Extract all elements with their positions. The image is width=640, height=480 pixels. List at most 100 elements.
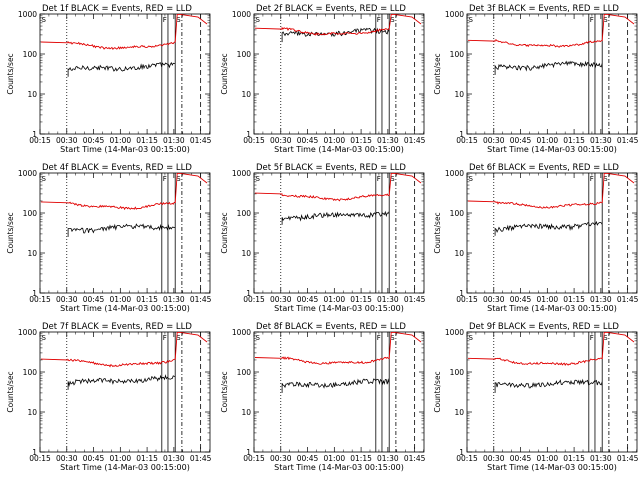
y-tick-label: 100 xyxy=(450,50,465,59)
x-tick-label: 00:45 xyxy=(297,136,319,145)
x-tick-label: 01:00 xyxy=(324,136,346,145)
x-tick-label: 00:15 xyxy=(456,136,478,145)
y-tick-label: 1 xyxy=(459,289,464,298)
x-axis-label: Start Time (14-Mar-03 00:15:00) xyxy=(274,304,404,313)
marker-label-e: S xyxy=(603,16,608,24)
y-axis-label: Counts/sec xyxy=(220,53,229,94)
lld-series-line xyxy=(467,172,635,209)
y-tick-label: 10 xyxy=(454,408,464,417)
lld-series-line xyxy=(467,331,635,366)
panel-det-8: Det 8f BLACK = Events, RED = LLD 1 10 100 10… xyxy=(220,322,426,472)
plot-frame xyxy=(39,13,211,135)
x-axis-label: Start Time (14-Mar-03 00:15:00) xyxy=(60,145,190,154)
x-tick-label: 01:30 xyxy=(377,454,399,463)
marker-label-f: F xyxy=(377,16,381,24)
y-tick-label: 100 xyxy=(450,209,465,218)
x-tick-label: 00:30 xyxy=(483,295,505,304)
marker-label-f: F xyxy=(163,16,167,24)
marker-label-e: S xyxy=(603,334,608,342)
x-tick-label: 01:45 xyxy=(190,136,212,145)
x-tick-label: 01:15 xyxy=(350,454,372,463)
x-axis-label: Start Time (14-Mar-03 00:15:00) xyxy=(60,463,190,472)
x-tick-label: 01:15 xyxy=(136,295,158,304)
x-tick-label: 00:45 xyxy=(510,136,532,145)
y-axis-label: Counts/sec xyxy=(220,371,229,412)
plot-frame xyxy=(253,172,425,294)
lld-series-line xyxy=(254,13,422,36)
y-tick-label: 1000 xyxy=(18,169,37,178)
y-axis-label: Counts/sec xyxy=(6,212,15,253)
y-tick-label: 10 xyxy=(241,249,251,258)
x-tick-label: 01:15 xyxy=(136,454,158,463)
y-tick-label: 100 xyxy=(450,368,465,377)
x-tick-label: 01:15 xyxy=(350,136,372,145)
y-tick-label: 1 xyxy=(32,448,37,457)
events-series-line xyxy=(281,210,390,225)
x-tick-label: 01:00 xyxy=(324,295,346,304)
events-series-line xyxy=(67,374,176,390)
x-tick-label: 00:15 xyxy=(29,295,51,304)
plot-frame xyxy=(39,172,211,294)
x-tick-label: 01:45 xyxy=(190,454,212,463)
marker-label-f: F xyxy=(163,175,167,183)
x-tick-label: 01:15 xyxy=(563,136,585,145)
x-tick-label: 00:30 xyxy=(270,295,292,304)
x-tick-label: 00:45 xyxy=(297,454,319,463)
x-tick-label: 01:45 xyxy=(617,295,639,304)
x-tick-label: 00:30 xyxy=(483,136,505,145)
x-tick-label: 00:30 xyxy=(270,454,292,463)
y-tick-label: 10 xyxy=(454,249,464,258)
x-tick-label: 01:15 xyxy=(563,295,585,304)
marker-label-s: S xyxy=(256,175,261,183)
panel-det-9: Det 9f BLACK = Events, RED = LLD 1 10 100 10… xyxy=(433,322,639,472)
x-tick-label: 00:45 xyxy=(83,136,105,145)
panel-title: Det 5f BLACK = Events, RED = LLD xyxy=(256,163,406,173)
y-tick-label: 10 xyxy=(27,249,37,258)
y-tick-label: 10 xyxy=(241,408,251,417)
x-tick-label: 01:00 xyxy=(537,295,559,304)
x-axis-label: Start Time (14-Mar-03 00:15:00) xyxy=(274,463,404,472)
events-series-line xyxy=(494,378,603,393)
x-tick-label: 00:30 xyxy=(56,454,78,463)
marker-label-e: S xyxy=(390,334,395,342)
x-tick-label: 00:45 xyxy=(510,454,532,463)
x-axis-label: Start Time (14-Mar-03 00:15:00) xyxy=(487,145,617,154)
x-tick-label: 01:15 xyxy=(136,136,158,145)
plot-frame xyxy=(253,13,425,135)
y-tick-label: 1000 xyxy=(445,10,464,19)
plot-frame xyxy=(466,13,638,135)
panel-det-7: Det 7f BLACK = Events, RED = LLD 1 10 100 10… xyxy=(6,322,212,472)
panel-det-6: Det 6f BLACK = Events, RED = LLD 1 10 100 10… xyxy=(433,163,639,313)
x-axis-label: Start Time (14-Mar-03 00:15:00) xyxy=(274,145,404,154)
events-series-line xyxy=(281,378,390,393)
y-axis-label: Counts/sec xyxy=(433,212,442,253)
panel-det-1: Det 1f BLACK = Events, RED = LLD 1 10 100 10… xyxy=(6,4,212,154)
marker-label-s: S xyxy=(42,175,47,183)
y-axis-label: Counts/sec xyxy=(6,371,15,412)
plot-frame xyxy=(466,172,638,294)
marker-label-e: S xyxy=(390,175,395,183)
marker-label-s: S xyxy=(42,16,47,24)
x-tick-label: 01:00 xyxy=(110,295,132,304)
y-axis-label: Counts/sec xyxy=(6,53,15,94)
panel-det-3: Det 3f BLACK = Events, RED = LLD 1 10 100 10… xyxy=(433,4,639,154)
marker-label-f: F xyxy=(590,175,594,183)
x-tick-label: 01:15 xyxy=(563,454,585,463)
x-tick-label: 00:15 xyxy=(29,454,51,463)
panel-title: Det 6f BLACK = Events, RED = LLD xyxy=(469,163,619,173)
panel-title: Det 1f BLACK = Events, RED = LLD xyxy=(42,4,192,14)
y-tick-label: 10 xyxy=(27,90,37,99)
x-tick-label: 01:45 xyxy=(617,454,639,463)
x-tick-label: 00:30 xyxy=(56,136,78,145)
panel-det-2: Det 2f BLACK = Events, RED = LLD 1 10 100 10… xyxy=(220,4,426,154)
x-tick-label: 00:45 xyxy=(510,295,532,304)
x-tick-label: 01:45 xyxy=(617,136,639,145)
events-series-line xyxy=(494,220,603,236)
marker-label-f: F xyxy=(590,16,594,24)
lld-series-line xyxy=(40,13,208,50)
x-tick-label: 01:30 xyxy=(590,454,612,463)
x-tick-label: 01:15 xyxy=(350,295,372,304)
panel-det-4: Det 4f BLACK = Events, RED = LLD 1 10 100 10… xyxy=(6,163,212,313)
x-tick-label: 01:30 xyxy=(377,136,399,145)
